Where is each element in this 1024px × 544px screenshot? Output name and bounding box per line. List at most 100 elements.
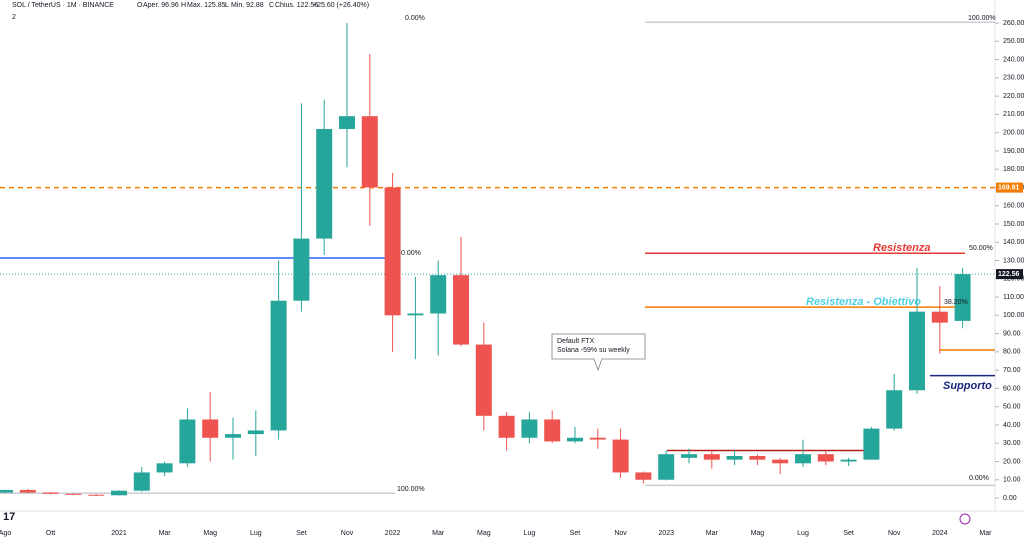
alert-icon[interactable]	[959, 513, 971, 525]
header-text: +25.60 (+26.40%)	[313, 2, 369, 9]
y-tick-label: 150.00	[1003, 221, 1024, 228]
x-tick-label: Nov	[341, 530, 354, 537]
x-tick-label: 2023	[658, 530, 674, 537]
candle-body	[339, 116, 355, 129]
candle-body	[612, 439, 629, 473]
y-tick-label: 70.00	[1003, 367, 1021, 374]
candle-body	[544, 419, 561, 442]
x-tick-label: Mar	[979, 530, 992, 537]
y-tick-label: 180.00	[1003, 166, 1024, 173]
candle-body	[293, 238, 310, 301]
y-tick-label: 210.00	[1003, 111, 1024, 118]
x-tick-label: Lug	[524, 530, 536, 537]
candle-body	[42, 492, 59, 494]
candle-body	[111, 490, 127, 496]
candle-body	[19, 489, 36, 493]
y-tick-label: 200.00	[1003, 129, 1024, 136]
callout-text: Solana -59% su weekly	[557, 347, 630, 354]
header-text: Min. 92.88	[231, 2, 264, 9]
y-tick-label: 50.00	[1003, 404, 1021, 411]
candle-body	[909, 311, 925, 391]
y-tick-label: 20.00	[1003, 458, 1021, 465]
candle-body	[202, 419, 219, 438]
candle-body	[954, 274, 971, 321]
y-tick-label: 240.00	[1003, 56, 1024, 63]
price-tag-label: 122.56	[998, 271, 1020, 278]
y-tick-label: 40.00	[1003, 422, 1021, 429]
fib-label: 0.00%	[969, 475, 989, 482]
candle-body	[635, 472, 652, 480]
header-text: C	[269, 2, 274, 9]
y-tick-label: 110.00	[1003, 294, 1024, 301]
x-tick-label: Mag	[751, 530, 765, 537]
candle-body	[726, 456, 743, 460]
price-tag	[996, 269, 1023, 280]
x-tick-label: Set	[843, 530, 854, 537]
candle-body	[840, 459, 857, 462]
candle-body	[658, 454, 675, 480]
x-tick-label: Ago	[0, 530, 11, 537]
candle-body	[863, 428, 880, 460]
fib-label: 0.00%	[401, 250, 421, 257]
y-tick-label: 100.00	[1003, 312, 1024, 319]
candle-body	[886, 390, 903, 429]
y-tick-label: 130.00	[1003, 257, 1024, 264]
y-tick-label: 30.00	[1003, 440, 1021, 447]
x-tick-label: Lug	[797, 530, 809, 537]
candle-body	[430, 275, 447, 314]
x-tick-label: Lug	[250, 530, 262, 537]
x-tick-label: Mar	[159, 530, 172, 537]
x-tick-label: 2021	[111, 530, 127, 537]
annotation: Resistenza	[873, 242, 930, 254]
candle-body	[749, 456, 766, 460]
candle-body	[498, 415, 515, 438]
x-tick-label: Nov	[614, 530, 627, 537]
price-tag	[996, 182, 1023, 193]
candle-body	[795, 454, 811, 464]
price-tag-label: 169.91	[998, 184, 1020, 191]
candle-body	[384, 187, 401, 316]
candle-body	[681, 454, 697, 458]
callout-box	[551, 333, 646, 372]
y-tick-label: 60.00	[1003, 385, 1021, 392]
fib-label: 0.00%	[405, 15, 425, 22]
x-tick-label: Mar	[706, 530, 719, 537]
x-tick-label: Mar	[432, 530, 445, 537]
fib-label: 100.00%	[397, 486, 425, 493]
fib-label: 50.00%	[969, 245, 993, 252]
fib-label: 38.20%	[944, 299, 968, 306]
header-text: Chius. 122.56	[275, 2, 318, 9]
x-tick-label: Mag	[477, 530, 491, 537]
candle-body	[65, 493, 82, 495]
candle-body	[931, 311, 948, 323]
candle-body	[270, 300, 287, 431]
y-tick-label: 160.00	[1003, 203, 1024, 210]
annotation: Supporto	[943, 380, 992, 392]
y-tick-label: 10.00	[1003, 477, 1021, 484]
indicator-count: 2	[12, 14, 16, 21]
y-tick-label: 90.00	[1003, 330, 1021, 337]
candle-body	[316, 128, 333, 239]
candle-body	[156, 463, 173, 473]
candle-body	[567, 437, 583, 442]
candle-body	[179, 419, 196, 464]
y-tick-label: 80.00	[1003, 349, 1021, 356]
candle-body	[475, 344, 492, 416]
y-tick-label: 140.00	[1003, 239, 1024, 246]
x-tick-label: Mag	[203, 530, 217, 537]
y-tick-label: 120.00	[1003, 276, 1024, 283]
y-tick-label: 230.00	[1003, 75, 1024, 82]
candle-body	[133, 472, 150, 491]
candle-body	[247, 430, 264, 435]
candle-body	[88, 494, 105, 496]
candle-body	[703, 454, 720, 460]
y-tick-label: 0.00	[1003, 495, 1017, 502]
candle-body	[772, 459, 789, 464]
annotation: Resistenza - Obiettivo	[806, 296, 921, 308]
y-tick-label: 260.00	[1003, 20, 1024, 27]
x-tick-label: Nov	[888, 530, 901, 537]
candle-body	[0, 489, 13, 493]
y-tick-label: 250.00	[1003, 38, 1024, 45]
candle-body	[453, 275, 469, 345]
